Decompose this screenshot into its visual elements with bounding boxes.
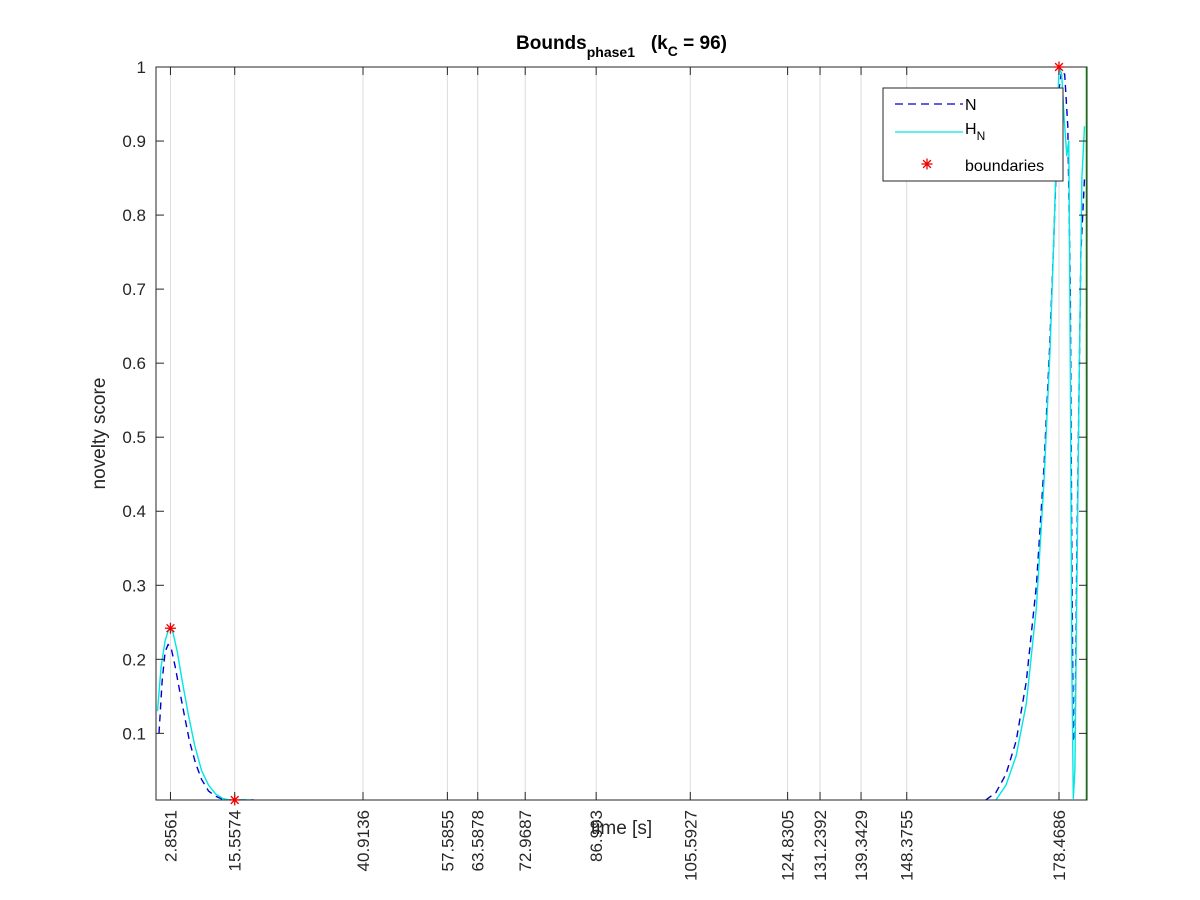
legend-label-hn: HN — [965, 121, 985, 143]
x-tick-label: 2.8561 — [161, 810, 180, 862]
y-tick-label: 0.5 — [122, 428, 146, 447]
series-line-n — [158, 643, 254, 800]
chart-title: Boundsphase1 (kC = 96) — [516, 33, 727, 60]
title-param: (k — [651, 33, 668, 54]
x-tick-label: 178.4686 — [1050, 810, 1069, 881]
title-subscript: phase1 — [587, 44, 635, 60]
x-axis-label: time [s] — [591, 818, 652, 839]
boundary-marker — [229, 794, 241, 806]
axes-frame — [155, 66, 1088, 801]
legend-label-n: N — [965, 97, 977, 114]
y-tick-label: 0.4 — [122, 502, 146, 521]
title-main: Bounds — [516, 33, 587, 54]
y-tick-label: 1 — [137, 58, 146, 77]
y-axis-label: novelty score — [89, 378, 110, 490]
x-tick-label: 105.5927 — [681, 810, 700, 881]
x-tick-label: 86.993 — [587, 810, 606, 862]
y-tick-label: 0.7 — [122, 280, 146, 299]
y-ticks: 0.1 0.2 0.3 0.4 0.5 0.6 0.7 0.8 0.9 1 — [122, 58, 1087, 743]
y-tick-label: 0.2 — [122, 650, 146, 669]
x-ticks: 2.8561 15.5574 40.9136 57.5855 63.5878 72.968… — [161, 67, 1069, 881]
plot-area — [156, 67, 1087, 800]
x-tick-label: 72.9687 — [516, 810, 535, 871]
title-param-subscript: C — [668, 43, 678, 59]
x-tick-label: 148.3755 — [898, 810, 917, 881]
x-tick-label: 57.5855 — [438, 810, 457, 871]
x-tick-label: 63.5878 — [469, 810, 488, 871]
grid-lines — [169, 67, 1060, 800]
x-tick-label: 124.8305 — [779, 810, 798, 881]
x-tick-label: 40.9136 — [354, 810, 373, 871]
legend[interactable]: N HN boundaries — [882, 87, 1064, 182]
y-tick-label: 0.9 — [122, 132, 146, 151]
y-tick-label: 0.1 — [122, 724, 146, 743]
x-tick-label: 131.2392 — [811, 810, 830, 881]
y-tick-label: 0.3 — [122, 576, 146, 595]
legend-label-hn-main: H — [965, 121, 977, 138]
legend-swatch-boundaries — [921, 158, 933, 170]
boundary-marker — [164, 622, 176, 634]
legend-label-boundaries: boundaries — [965, 158, 1044, 175]
legend-label-hn-sub: N — [977, 129, 986, 143]
y-tick-label: 0.8 — [122, 206, 146, 225]
x-tick-label: 139.3429 — [852, 810, 871, 881]
boundary-markers — [164, 61, 1065, 806]
y-tick-label: 0.6 — [122, 354, 146, 373]
title-param-value: = 96) — [678, 33, 727, 54]
x-tick-label: 15.5574 — [226, 810, 245, 871]
legend-asterisk — [921, 158, 933, 170]
boundary-marker — [1053, 61, 1065, 73]
